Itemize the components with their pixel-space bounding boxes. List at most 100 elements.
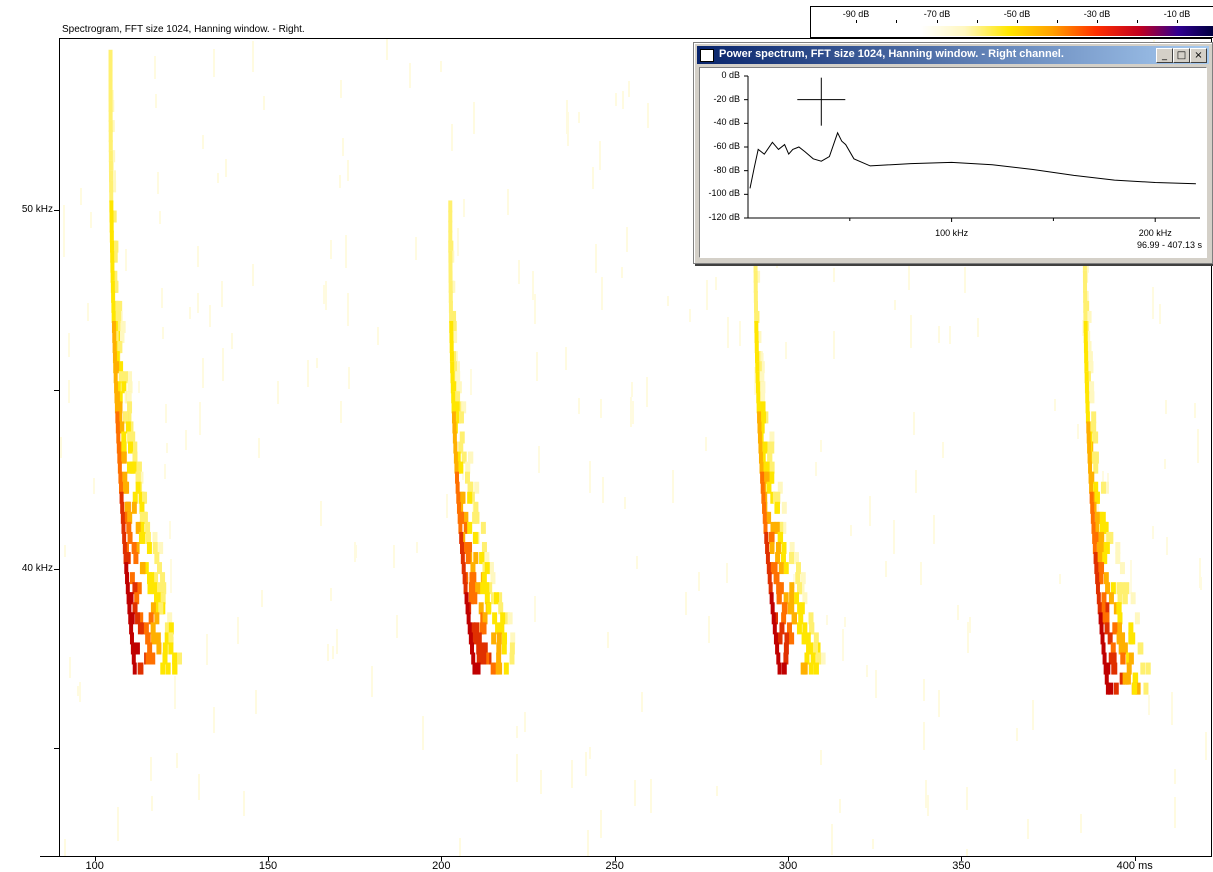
- call-pixel: [495, 662, 501, 675]
- noise-speck: [636, 556, 638, 569]
- call-core-pixel: [117, 461, 122, 474]
- call-pixel: [781, 541, 787, 554]
- call-pixel: [797, 582, 803, 595]
- noise-speck: [258, 438, 260, 458]
- noise-speck: [340, 401, 342, 423]
- noise-speck: [473, 102, 475, 134]
- noise-speck: [844, 617, 846, 627]
- call-pixel: [490, 592, 496, 605]
- call-pixel: [117, 411, 123, 424]
- call-pixel: [1120, 652, 1126, 665]
- noise-speck: [125, 249, 127, 271]
- call-core-pixel: [753, 300, 758, 313]
- noise-speck: [600, 399, 602, 418]
- noise-speck: [117, 807, 119, 841]
- call-core-pixel: [449, 331, 454, 344]
- call-pixel: [484, 582, 490, 595]
- noise-speck: [169, 521, 171, 539]
- noise-speck: [327, 644, 329, 661]
- call-pixel: [1094, 491, 1100, 504]
- call-core-pixel: [111, 310, 116, 323]
- noise-speck: [463, 199, 465, 217]
- noise-speck: [342, 138, 344, 156]
- minimize-button[interactable]: _: [1156, 48, 1173, 63]
- call-pixel: [759, 371, 765, 384]
- noise-speck: [221, 281, 223, 307]
- call-pixel: [1093, 481, 1099, 494]
- power-spectrum-plot[interactable]: 0 dB -20 dB -40 dB -60 dB -80 dB -100 dB -120 …: [699, 67, 1207, 258]
- noise-speck: [602, 477, 604, 503]
- call-core-pixel: [1095, 582, 1100, 595]
- noise-speck: [1080, 814, 1082, 833]
- noise-speck: [977, 318, 979, 337]
- call-core-pixel: [125, 572, 130, 585]
- call-pixel: [1119, 562, 1125, 575]
- call-pixel: [490, 572, 496, 585]
- noise-speck: [595, 244, 597, 273]
- call-core-pixel: [1093, 552, 1098, 565]
- color-scale-gradient: [921, 26, 1213, 36]
- noise-speck: [1194, 403, 1196, 418]
- call-pixel: [148, 612, 154, 625]
- call-core-pixel: [110, 270, 115, 283]
- call-pixel: [500, 612, 506, 625]
- call-pixel: [134, 592, 140, 605]
- call-core-pixel: [113, 361, 118, 374]
- call-pixel: [795, 562, 801, 575]
- noise-speck: [587, 830, 589, 857]
- call-pixel: [467, 521, 473, 534]
- call-core-pixel: [458, 521, 463, 534]
- call-pixel: [126, 521, 132, 534]
- call-core-pixel: [773, 632, 778, 645]
- noise-speck: [348, 367, 350, 389]
- call-core-pixel: [109, 220, 114, 233]
- call-core-pixel: [115, 421, 120, 434]
- call-pixel: [140, 562, 146, 575]
- call-pixel: [800, 572, 806, 585]
- call-pixel: [1128, 652, 1134, 665]
- noise-speck: [607, 632, 609, 648]
- call-pixel: [488, 562, 494, 575]
- noise-speck: [316, 358, 318, 368]
- call-pixel: [132, 451, 138, 464]
- call-pixel: [119, 331, 125, 344]
- call-core-pixel: [1105, 682, 1110, 695]
- noise-speck: [938, 326, 940, 343]
- noise-speck: [213, 49, 215, 77]
- call-core-pixel: [755, 351, 760, 364]
- noise-speck: [908, 257, 910, 290]
- x-tick-label: 250: [605, 860, 624, 872]
- x-tick-label: 150: [258, 860, 278, 872]
- call-core-pixel: [108, 79, 113, 92]
- call-pixel: [1100, 612, 1106, 625]
- window-app-icon[interactable]: [700, 49, 714, 62]
- call-pixel: [1099, 521, 1105, 534]
- call-pixel: [132, 582, 138, 595]
- call-pixel: [470, 622, 476, 635]
- close-button[interactable]: ×: [1190, 48, 1207, 63]
- call-pixel: [801, 632, 807, 645]
- call-pixel: [147, 642, 153, 655]
- noise-speck: [536, 352, 538, 381]
- noise-speck: [1152, 287, 1154, 319]
- power-spectrum-window[interactable]: Power spectrum, FFT size 1024, Hanning w…: [693, 42, 1213, 264]
- maximize-button[interactable]: □: [1173, 48, 1190, 63]
- call-pixel: [781, 612, 787, 625]
- call-pixel: [136, 582, 142, 595]
- call-core-pixel: [120, 501, 125, 514]
- noise-speck: [641, 692, 643, 712]
- window-titlebar[interactable]: Power spectrum, FFT size 1024, Hanning w…: [697, 46, 1209, 64]
- call-pixel: [118, 371, 124, 384]
- call-pixel: [161, 582, 167, 595]
- noise-speck: [90, 212, 92, 228]
- call-pixel: [486, 602, 492, 615]
- call-core-pixel: [1092, 531, 1097, 544]
- call-pixel: [117, 391, 123, 404]
- noise-speck: [634, 780, 636, 806]
- call-core-pixel: [459, 541, 464, 554]
- call-pixel: [478, 602, 484, 615]
- noise-speck: [202, 135, 204, 149]
- call-core-pixel: [767, 572, 772, 585]
- call-core-pixel: [471, 652, 476, 665]
- call-pixel: [143, 562, 149, 575]
